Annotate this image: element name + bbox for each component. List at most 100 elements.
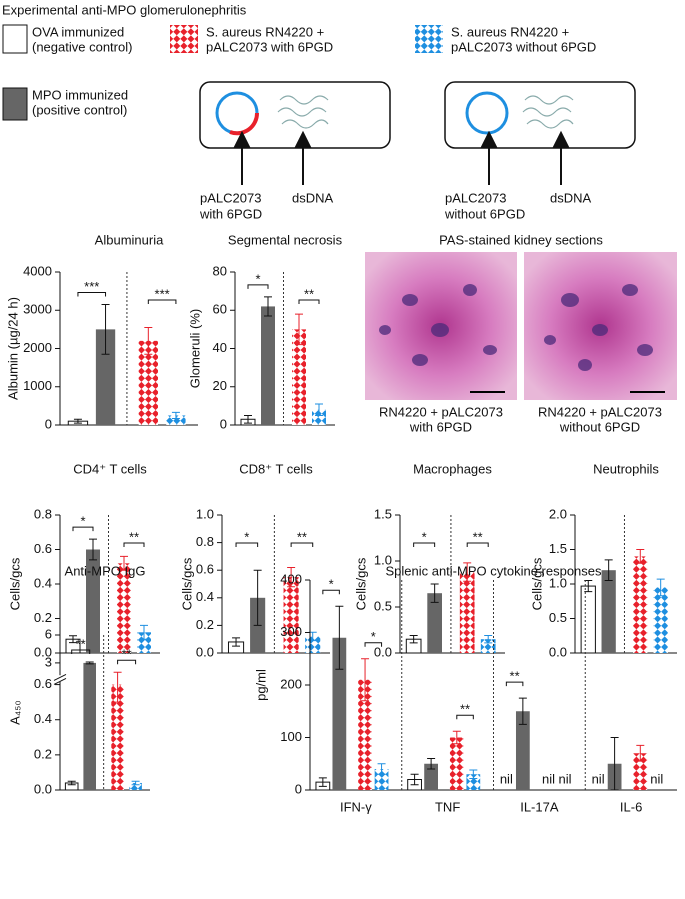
error-bar — [244, 414, 252, 424]
significance-label: * — [371, 629, 376, 644]
kidney-images — [365, 252, 677, 400]
bar — [261, 306, 275, 425]
diagram-label: dsDNA — [292, 190, 334, 205]
error-bar — [361, 658, 370, 702]
y-tick-label: 1.5 — [549, 541, 567, 556]
error-bar — [377, 763, 386, 775]
error-bar — [484, 635, 493, 644]
y-tick-label: 1000 — [23, 378, 52, 393]
error-bar — [315, 403, 323, 416]
significance-label: ** — [129, 529, 139, 544]
significance-bracket — [505, 681, 524, 687]
significance-bracket — [456, 714, 474, 720]
figure-title: Experimental anti-MPO glomerulonephritis — [2, 2, 247, 17]
y-tick-label: 0.4 — [34, 575, 52, 590]
error-bar — [85, 661, 94, 665]
significance-bracket — [466, 542, 489, 547]
y-tick-label: 0.0 — [549, 644, 567, 659]
axis-break — [53, 677, 67, 685]
y-tick-label: 2000 — [23, 340, 52, 355]
x-tick-label: IL-17A — [520, 799, 559, 814]
significance-label: ** — [76, 636, 86, 651]
legend-label: S. aureus RN4220 + — [451, 24, 569, 39]
legend-label: pALC2073 without 6PGD — [451, 39, 596, 54]
bar — [292, 329, 306, 425]
y-tick-label: 0.5 — [549, 610, 567, 625]
error-bar — [410, 773, 419, 786]
y-tick-label: 0.4 — [34, 711, 52, 726]
y-tick-label: 80 — [213, 263, 227, 278]
y-tick-label: 3 — [45, 654, 52, 669]
bar — [283, 577, 299, 653]
value-label: nil — [500, 771, 513, 786]
y-axis-label: Glomeruli (%) — [187, 309, 202, 388]
y-tick-label: 0 — [295, 781, 302, 796]
legend-label: (positive control) — [32, 102, 127, 117]
chart-title: Macrophages — [413, 461, 492, 476]
bar — [633, 753, 648, 790]
chart-title: Albuminuria — [95, 232, 164, 247]
y-axis-label: Cells/gcs — [529, 557, 544, 610]
y-tick-label: 0.0 — [34, 644, 52, 659]
error-bar — [295, 313, 303, 346]
bar — [515, 711, 530, 790]
y-tick-label: 60 — [213, 302, 227, 317]
y-tick-label: 40 — [213, 340, 227, 355]
significance-bracket — [77, 292, 107, 297]
error-bar — [264, 296, 272, 317]
significance-bracket — [247, 284, 269, 289]
error-bar — [67, 780, 76, 786]
diagram-label: pALC2073 — [445, 190, 506, 205]
error-bar — [463, 562, 472, 582]
significance-label: *** — [84, 279, 99, 294]
value-label: nil — [650, 771, 663, 786]
error-bar — [335, 605, 344, 670]
error-bar — [101, 304, 110, 355]
axis-break — [53, 673, 67, 681]
y-tick-label: 0.5 — [374, 598, 392, 613]
significance-label: * — [329, 577, 334, 592]
y-tick-label: 200 — [280, 676, 302, 691]
error-bar — [452, 730, 461, 745]
error-bar — [73, 418, 82, 424]
y-tick-label: 2.0 — [549, 506, 567, 521]
error-bar — [518, 697, 527, 725]
y-tick-label: 300 — [280, 624, 302, 639]
diagram-label: without 6PGD — [444, 206, 525, 221]
bar — [86, 549, 100, 653]
x-tick-label: IFN-γ — [340, 799, 372, 814]
significance-bracket — [290, 542, 314, 547]
bar — [653, 587, 668, 653]
bar — [129, 782, 142, 790]
chart-title: CD8⁺ T cells — [239, 461, 313, 476]
images-title: PAS-stained kidney sections — [439, 232, 603, 247]
significance-label: * — [255, 271, 260, 286]
significance-bracket — [117, 659, 137, 665]
significance-label: *** — [155, 286, 170, 301]
error-bar — [610, 737, 619, 791]
y-tick-label: 0.0 — [374, 644, 392, 659]
bar — [633, 556, 648, 653]
error-bar — [140, 624, 148, 640]
significance-bracket — [72, 526, 94, 532]
bar — [601, 570, 616, 653]
legend-swatch — [170, 25, 198, 53]
error-bar — [89, 538, 97, 561]
chart-title: Segmental necrosis — [228, 232, 343, 247]
y-tick-label: 0 — [220, 416, 227, 431]
significance-label: ** — [304, 286, 314, 301]
bar — [95, 329, 116, 425]
y-tick-label: 1.0 — [549, 575, 567, 590]
error-bar — [430, 583, 439, 603]
y-tick-label: 1.5 — [374, 506, 392, 521]
image-caption: without 6PGD — [559, 419, 640, 434]
bar — [449, 737, 464, 790]
error-bar — [120, 555, 128, 571]
diagram-arrows — [233, 130, 570, 185]
y-tick-label: 0.6 — [196, 562, 214, 577]
y-tick-label: 0.2 — [34, 610, 52, 625]
y-tick-label: 6 — [45, 626, 52, 641]
error-bar — [469, 769, 478, 779]
bar — [83, 662, 96, 790]
